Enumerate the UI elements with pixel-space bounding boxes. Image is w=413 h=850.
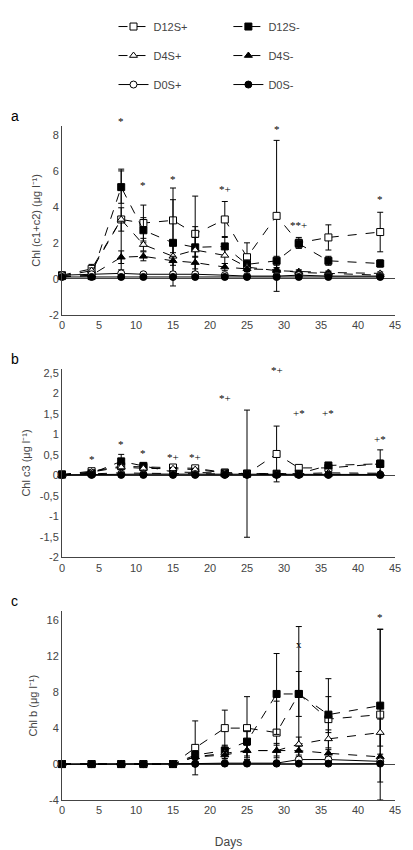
svg-text:-0,5: -0,5 <box>40 490 59 502</box>
svg-text:4: 4 <box>53 201 59 213</box>
svg-text:1: 1 <box>53 428 59 440</box>
svg-text:*+: *+ <box>219 183 231 195</box>
svg-text:Days: Days <box>215 835 242 849</box>
svg-text:20: 20 <box>204 562 216 574</box>
svg-text:D0S+: D0S+ <box>154 79 182 91</box>
svg-text:35: 35 <box>315 804 327 816</box>
svg-text:25: 25 <box>241 562 253 574</box>
svg-text:30: 30 <box>278 319 290 331</box>
svg-text:x: x <box>296 638 302 650</box>
svg-text:*+: *+ <box>271 364 283 376</box>
svg-text:30: 30 <box>278 804 290 816</box>
svg-text:*: * <box>140 447 146 459</box>
svg-text:**+: **+ <box>290 219 307 231</box>
svg-text:20: 20 <box>204 319 216 331</box>
svg-text:-2: -2 <box>49 551 59 563</box>
svg-text:*+: *+ <box>167 451 179 463</box>
svg-text:15: 15 <box>167 804 179 816</box>
svg-text:D0S-: D0S- <box>268 79 293 91</box>
svg-text:45: 45 <box>389 319 401 331</box>
svg-text:5: 5 <box>96 804 102 816</box>
svg-text:4: 4 <box>53 722 59 734</box>
svg-text:16: 16 <box>47 614 59 626</box>
svg-text:8: 8 <box>53 129 59 141</box>
svg-text:Chl (c1+c2) (μg l⁻¹): Chl (c1+c2) (μg l⁻¹) <box>30 174 42 267</box>
svg-text:Chl b (μg l⁻¹): Chl b (μg l⁻¹) <box>27 675 39 737</box>
svg-text:c: c <box>11 593 18 609</box>
svg-text:+*: +* <box>374 433 386 445</box>
svg-text:30: 30 <box>278 562 290 574</box>
svg-text:2,5: 2,5 <box>44 367 59 379</box>
svg-text:2: 2 <box>53 387 59 399</box>
svg-text:*+: *+ <box>219 392 231 404</box>
svg-text:-4: -4 <box>49 794 59 806</box>
svg-text:10: 10 <box>130 562 142 574</box>
svg-text:*+: *+ <box>189 451 201 463</box>
svg-text:D4S+: D4S+ <box>154 50 182 62</box>
svg-text:40: 40 <box>352 804 364 816</box>
svg-text:25: 25 <box>241 804 253 816</box>
svg-text:10: 10 <box>130 804 142 816</box>
svg-text:-1: -1 <box>49 510 59 522</box>
svg-text:0: 0 <box>59 319 65 331</box>
svg-text:45: 45 <box>389 804 401 816</box>
svg-text:*: * <box>118 115 124 127</box>
svg-text:D12S-: D12S- <box>268 21 300 33</box>
svg-text:15: 15 <box>167 319 179 331</box>
svg-text:*: * <box>118 438 124 450</box>
svg-text:40: 40 <box>352 562 364 574</box>
svg-text:a: a <box>11 108 19 124</box>
svg-text:*: * <box>140 179 146 191</box>
svg-text:5: 5 <box>96 319 102 331</box>
svg-text:8: 8 <box>53 686 59 698</box>
svg-text:5: 5 <box>96 562 102 574</box>
svg-text:0: 0 <box>53 758 59 770</box>
svg-text:45: 45 <box>389 562 401 574</box>
svg-text:Chl c3 (μg l⁻¹): Chl c3 (μg l⁻¹) <box>20 429 32 496</box>
svg-text:35: 35 <box>315 319 327 331</box>
svg-text:0: 0 <box>53 273 59 285</box>
svg-text:D4S-: D4S- <box>268 50 293 62</box>
svg-text:*: * <box>377 193 383 205</box>
svg-text:20: 20 <box>204 804 216 816</box>
svg-text:*: * <box>170 173 176 185</box>
svg-text:6: 6 <box>53 165 59 177</box>
svg-text:35: 35 <box>315 562 327 574</box>
svg-text:12: 12 <box>47 650 59 662</box>
svg-text:-2: -2 <box>49 309 59 321</box>
svg-text:*: * <box>274 123 280 135</box>
svg-text:*: * <box>377 611 383 623</box>
svg-text:10: 10 <box>130 319 142 331</box>
svg-text:+*: +* <box>322 407 334 419</box>
svg-text:0,5: 0,5 <box>44 449 59 461</box>
svg-text:D12S+: D12S+ <box>154 21 188 33</box>
svg-text:15: 15 <box>167 562 179 574</box>
svg-text:25: 25 <box>241 319 253 331</box>
svg-text:40: 40 <box>352 319 364 331</box>
svg-text:0: 0 <box>59 562 65 574</box>
svg-text:2: 2 <box>53 237 59 249</box>
svg-text:+*: +* <box>293 407 305 419</box>
svg-text:*: * <box>89 453 95 465</box>
svg-text:-1,5: -1,5 <box>40 531 59 543</box>
svg-text:1,5: 1,5 <box>44 408 59 420</box>
svg-text:b: b <box>11 351 19 367</box>
svg-text:0: 0 <box>59 804 65 816</box>
svg-text:0: 0 <box>53 469 59 481</box>
